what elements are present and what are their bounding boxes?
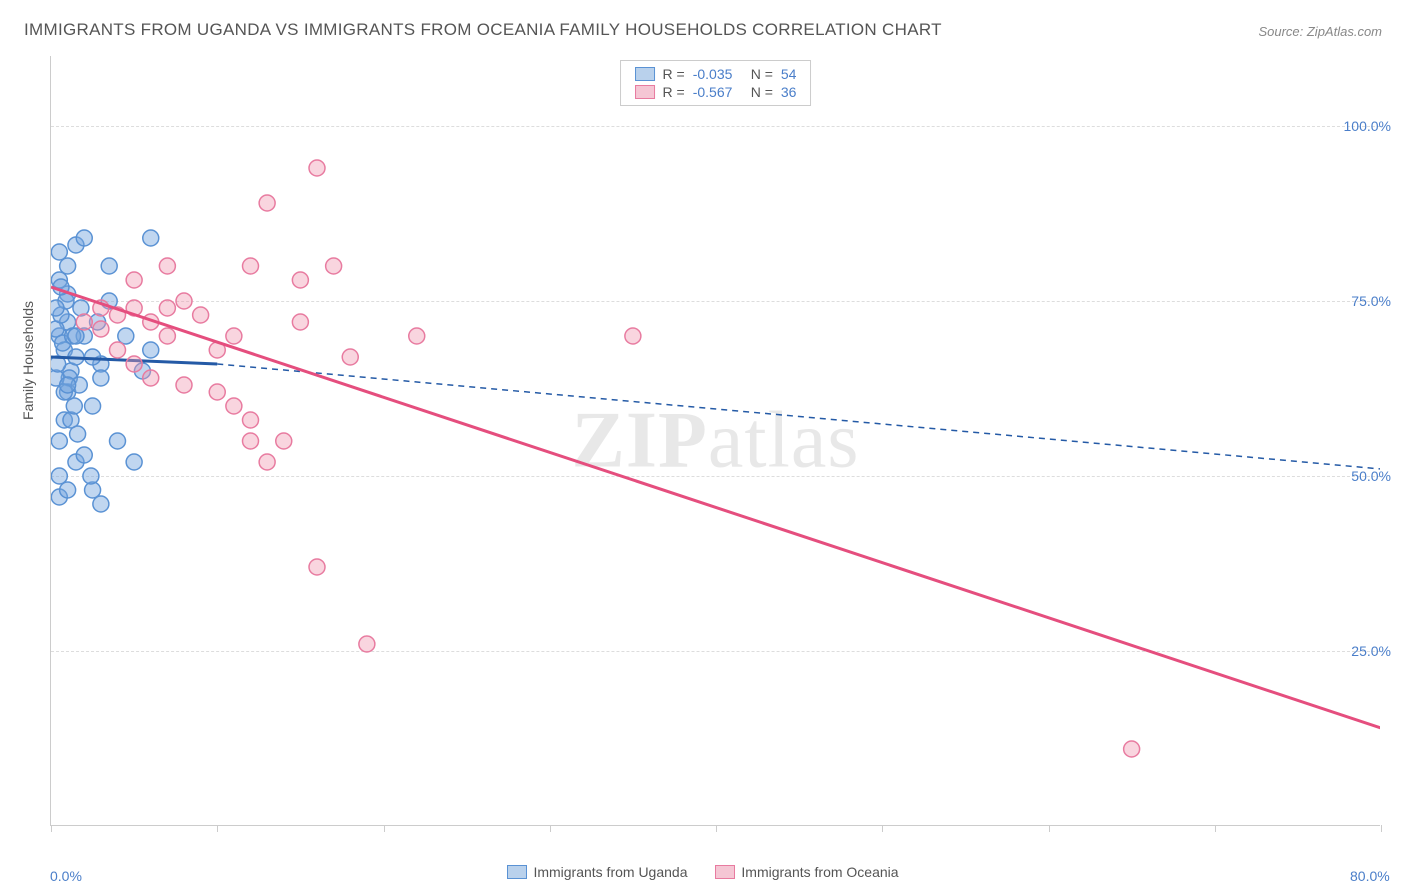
legend-item-uganda: Immigrants from Uganda xyxy=(507,864,687,880)
data-point xyxy=(159,328,175,344)
data-point xyxy=(126,272,142,288)
chart-plot-area: ZIPatlas R = -0.035 N = 54 R = -0.567 N … xyxy=(50,56,1380,826)
legend-row-uganda: R = -0.035 N = 54 xyxy=(635,65,797,83)
data-point xyxy=(259,454,275,470)
data-point xyxy=(176,293,192,309)
data-point xyxy=(143,342,159,358)
legend-row-oceania: R = -0.567 N = 36 xyxy=(635,83,797,101)
data-point xyxy=(243,433,259,449)
series-legend: Immigrants from Uganda Immigrants from O… xyxy=(0,864,1406,882)
x-tick xyxy=(716,825,717,832)
legend-item-oceania: Immigrants from Oceania xyxy=(715,864,898,880)
data-point xyxy=(76,230,92,246)
x-tick-label: 0.0% xyxy=(50,868,82,884)
data-point xyxy=(66,398,82,414)
data-point xyxy=(409,328,425,344)
x-tick xyxy=(550,825,551,832)
data-point xyxy=(176,377,192,393)
data-point xyxy=(93,496,109,512)
x-tick xyxy=(384,825,385,832)
data-point xyxy=(126,356,142,372)
data-point xyxy=(51,433,67,449)
data-point xyxy=(209,384,225,400)
data-point xyxy=(76,314,92,330)
source-attribution: Source: ZipAtlas.com xyxy=(1258,24,1382,39)
data-point xyxy=(342,349,358,365)
data-point xyxy=(68,328,84,344)
y-axis-label: Family Households xyxy=(20,301,36,420)
correlation-legend: R = -0.035 N = 54 R = -0.567 N = 36 xyxy=(620,60,812,106)
data-point xyxy=(226,328,242,344)
data-point xyxy=(309,160,325,176)
data-point xyxy=(93,321,109,337)
data-point xyxy=(226,398,242,414)
data-point xyxy=(118,328,134,344)
data-point xyxy=(259,195,275,211)
legend-label: Immigrants from Oceania xyxy=(741,864,898,880)
x-tick xyxy=(1381,825,1382,832)
regression-line xyxy=(51,287,1380,728)
data-point xyxy=(93,370,109,386)
data-point xyxy=(101,258,117,274)
data-point xyxy=(159,300,175,316)
data-point xyxy=(359,636,375,652)
swatch-uganda xyxy=(507,865,527,879)
data-point xyxy=(143,370,159,386)
swatch-uganda xyxy=(635,67,655,81)
chart-title: IMMIGRANTS FROM UGANDA VS IMMIGRANTS FRO… xyxy=(24,20,942,40)
data-point xyxy=(193,307,209,323)
data-point xyxy=(292,272,308,288)
x-tick xyxy=(1215,825,1216,832)
swatch-oceania xyxy=(635,85,655,99)
scatter-plot-svg xyxy=(51,56,1380,825)
data-point xyxy=(309,559,325,575)
regression-line xyxy=(217,364,1380,469)
data-point xyxy=(85,398,101,414)
data-point xyxy=(85,349,101,365)
x-tick xyxy=(217,825,218,832)
x-tick-label: 80.0% xyxy=(1350,868,1390,884)
x-tick xyxy=(882,825,883,832)
data-point xyxy=(276,433,292,449)
swatch-oceania xyxy=(715,865,735,879)
data-point xyxy=(243,258,259,274)
data-point xyxy=(159,258,175,274)
data-point xyxy=(60,377,76,393)
legend-label: Immigrants from Uganda xyxy=(533,864,687,880)
data-point xyxy=(83,468,99,484)
data-point xyxy=(110,433,126,449)
data-point xyxy=(292,314,308,330)
data-point xyxy=(51,300,64,316)
data-point xyxy=(60,482,76,498)
data-point xyxy=(51,244,67,260)
data-point xyxy=(625,328,641,344)
data-point xyxy=(76,447,92,463)
data-point xyxy=(60,258,76,274)
data-point xyxy=(1124,741,1140,757)
data-point xyxy=(243,412,259,428)
x-tick xyxy=(1049,825,1050,832)
data-point xyxy=(51,468,67,484)
data-point xyxy=(110,342,126,358)
data-point xyxy=(143,230,159,246)
data-point xyxy=(126,454,142,470)
x-tick xyxy=(51,825,52,832)
data-point xyxy=(326,258,342,274)
data-point xyxy=(70,426,86,442)
